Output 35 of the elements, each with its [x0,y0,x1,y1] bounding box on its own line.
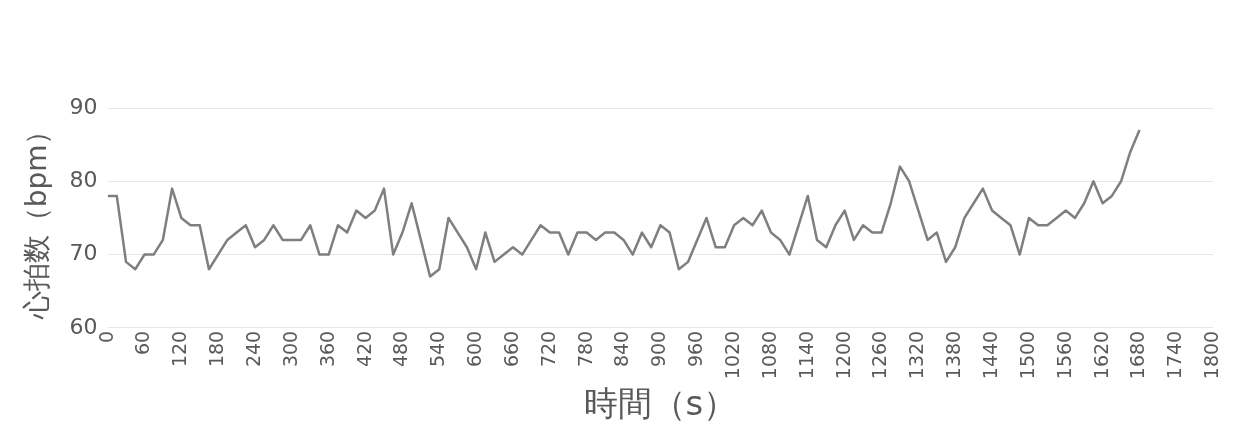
x-tick-label: 960 [684,330,707,368]
x-tick-label: 480 [389,330,412,368]
x-tick-label: 840 [610,330,633,368]
x-tick-label: 1260 [868,330,891,380]
x-tick-label: 1740 [1163,330,1186,380]
x-tick-label: 1500 [1015,330,1038,380]
x-tick-label: 300 [278,330,301,368]
x-tick-label: 1620 [1089,330,1112,380]
x-tick-label: 1140 [794,330,817,380]
y-axis-title: 心拍数（bpm） [20,116,54,321]
x-tick-label: 120 [168,330,191,368]
x-tick-label: 600 [463,330,486,368]
x-tick-label: 780 [573,330,596,368]
x-tick-label: 1380 [942,330,965,380]
y-tick-label: 80 [69,167,98,192]
x-tick-label: 660 [499,330,522,368]
x-tick-label: 720 [536,330,559,368]
x-axis-title: 時間（s） [583,383,738,424]
x-tick-label: 360 [315,330,338,368]
x-tick-label: 1680 [1126,330,1149,380]
y-tick-label: 70 [69,240,98,266]
x-tick-label: 60 [131,330,154,356]
x-tick-label: 420 [352,330,375,368]
x-tick-label: 1560 [1052,330,1075,380]
x-tick-label: 1800 [1200,330,1223,380]
x-tick-label: 1440 [979,330,1002,380]
y-tick-label: 90 [69,93,98,119]
x-tick-label: 1200 [831,330,854,380]
x-tick-label: 240 [241,330,264,368]
x-tick-label: 900 [647,330,670,368]
x-tick-label: 180 [205,330,228,368]
x-tick-label: 1320 [905,330,928,380]
x-tick-label: 1020 [721,330,744,380]
x-tick-label: 1080 [757,330,780,380]
x-tick-label: 540 [426,330,449,368]
